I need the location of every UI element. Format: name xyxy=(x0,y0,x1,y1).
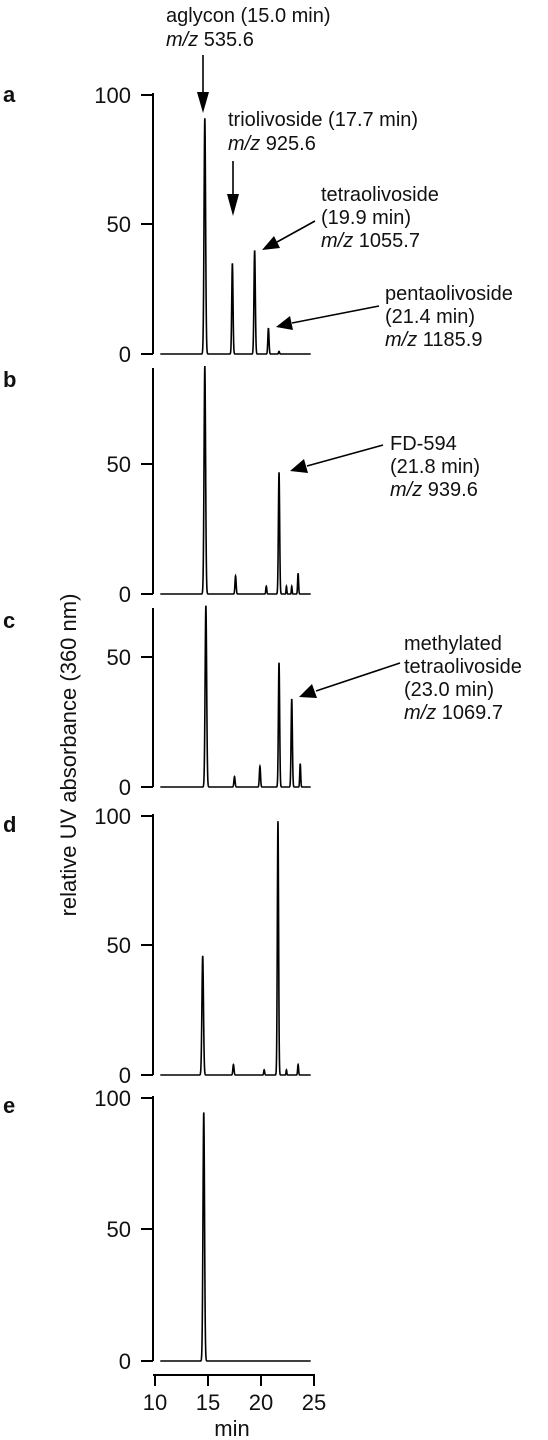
panel-d-ytick-50: 50 xyxy=(107,933,131,958)
annotation-methylated-line-1: methylated xyxy=(404,633,502,655)
annotation-triolivoside-line-1: triolivoside (17.7 min) xyxy=(228,109,418,131)
annotation-aglycon-line-2: m/z xyxy=(166,29,198,51)
panel-c-y-ticks xyxy=(141,656,153,788)
panel-c: c 50 0 methylated tetraolivoside (23.0 m… xyxy=(3,605,527,800)
panel-c-letter: c xyxy=(3,608,15,633)
annotation-aglycon-line-2-value: 535.6 xyxy=(204,29,254,51)
arrow-fd594 xyxy=(290,444,384,473)
annotation-tetraolivoside-line-3-value: 1055.7 xyxy=(359,230,420,252)
annotation-fd594-line-1: FD-594 xyxy=(390,433,457,455)
panel-a-letter: a xyxy=(3,82,16,107)
annotation-fd594-line-2: (21.8 min) xyxy=(390,456,480,478)
annotation-methylated-line-3: (23.0 min) xyxy=(404,679,494,701)
annotation-methylated-line-2: tetraolivoside xyxy=(404,656,522,678)
annotation-methylated: methylated tetraolivoside (23.0 min) m/z… xyxy=(404,633,527,724)
panel-b-trace xyxy=(160,366,311,595)
panel-c-ytick-0: 0 xyxy=(119,775,131,800)
annotation-aglycon: aglycon (15.0 min) m/z 535.6 xyxy=(166,5,336,51)
x-axis-title: min xyxy=(214,1416,249,1440)
annotation-tetraolivoside: tetraolivoside (19.9 min) m/z 1055.7 xyxy=(321,184,444,252)
panel-a: a 100 50 0 aglycon (15.0 min) m/z 535.6 … xyxy=(3,5,518,367)
xtick-20: 20 xyxy=(249,1390,273,1415)
panel-c-ytick-50: 50 xyxy=(107,645,131,670)
annotation-pentaolivoside-line-3: m/z xyxy=(385,329,417,351)
annotation-pentaolivoside-line-2: (21.4 min) xyxy=(385,306,475,328)
panel-e-ytick-0: 0 xyxy=(119,1349,131,1374)
panel-c-trace xyxy=(160,605,311,788)
annotation-triolivoside-line-2-value: 925.6 xyxy=(266,133,316,155)
panel-a-ytick-50: 50 xyxy=(107,212,131,237)
annotation-fd594-line-3-value: 939.6 xyxy=(428,479,478,501)
panel-b-y-ticks xyxy=(141,463,153,595)
annotation-tetraolivoside-line-2: (19.9 min) xyxy=(321,207,411,229)
annotation-fd594-line-3: m/z xyxy=(390,479,422,501)
annotation-pentaolivoside-line-1: pentaolivoside xyxy=(385,283,513,305)
panel-a-ytick-0: 0 xyxy=(119,342,131,367)
arrow-methylated xyxy=(299,662,401,698)
panel-d-ytick-100: 100 xyxy=(94,804,131,829)
panel-e-trace xyxy=(160,1112,311,1362)
panel-a-trace xyxy=(160,118,311,355)
annotation-fd594: FD-594 (21.8 min) m/z 939.6 xyxy=(390,433,486,501)
arrow-triolivoside xyxy=(227,161,239,216)
panel-d-ytick-0: 0 xyxy=(119,1063,131,1088)
panel-d-letter: d xyxy=(3,812,16,837)
panel-e-ytick-100: 100 xyxy=(94,1086,131,1111)
arrow-tetraolivoside xyxy=(262,220,316,250)
panel-e-ytick-50: 50 xyxy=(107,1217,131,1242)
panel-d: d 100 50 0 xyxy=(3,804,311,1088)
xtick-15: 15 xyxy=(196,1390,220,1415)
annotation-pentaolivoside: pentaolivoside (21.4 min) m/z 1185.9 xyxy=(385,283,518,351)
panel-b: b 50 0 FD-594 (21.8 min) m/z 939.6 xyxy=(3,366,486,607)
xtick-10: 10 xyxy=(143,1390,167,1415)
annotation-tetraolivoside-line-3: m/z xyxy=(321,230,353,252)
arrow-aglycon xyxy=(197,55,209,113)
xtick-25: 25 xyxy=(302,1390,326,1415)
annotation-aglycon-line-1: aglycon (15.0 min) xyxy=(166,5,331,27)
annotation-triolivoside-line-2: m/z xyxy=(228,133,260,155)
panel-e-letter: e xyxy=(3,1093,15,1118)
panel-b-ytick-0: 0 xyxy=(119,582,131,607)
panel-e-y-ticks xyxy=(141,1097,153,1362)
annotation-tetraolivoside-line-1: tetraolivoside xyxy=(321,184,439,206)
panel-d-trace xyxy=(160,821,311,1076)
panel-b-ytick-50: 50 xyxy=(107,452,131,477)
panel-e: e 100 50 0 10 15 20 25 min xyxy=(3,1086,326,1440)
annotation-pentaolivoside-line-3-value: 1185.9 xyxy=(423,329,483,351)
arrow-pentaolivoside xyxy=(276,305,380,330)
panel-b-letter: b xyxy=(3,367,16,392)
annotation-triolivoside: triolivoside (17.7 min) m/z 925.6 xyxy=(228,109,424,155)
annotation-methylated-line-4-value: 1069.7 xyxy=(442,702,503,724)
y-axis-title: relative UV absorbance (360 nm) xyxy=(56,594,81,917)
x-axis-ticks xyxy=(154,1375,315,1386)
panel-a-y-ticks xyxy=(141,94,153,355)
annotation-methylated-line-4: m/z xyxy=(404,702,436,724)
panel-a-ytick-100: 100 xyxy=(94,83,131,108)
panel-d-y-ticks xyxy=(141,815,153,1076)
